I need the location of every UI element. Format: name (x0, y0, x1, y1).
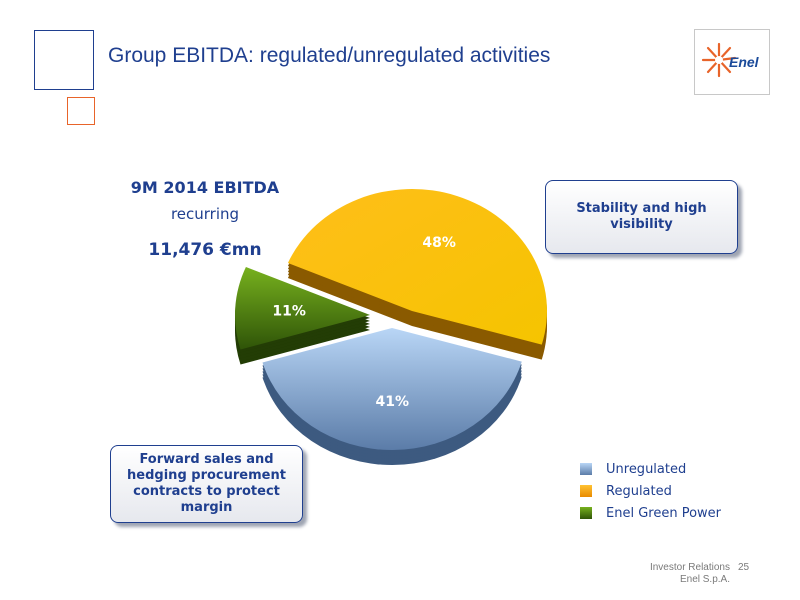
legend-item-unregulated: Unregulated (580, 458, 721, 480)
enel-logo: Enel (694, 29, 770, 95)
pie-slice-unregulated (262, 328, 522, 450)
decor-square-blue (34, 30, 94, 90)
enel-sun-icon (701, 42, 737, 78)
decor-square-orange (67, 97, 95, 125)
ebitda-heading: 9M 2014 EBITDA (130, 178, 280, 197)
legend-label-unregulated: Unregulated (606, 461, 687, 477)
ebitda-value: 11,476 €mn (148, 240, 262, 260)
footer-line-company: Enel S.p.A. (679, 574, 730, 585)
logo-wordmark: Enel (729, 54, 759, 70)
ebitda-subheading: recurring (170, 205, 240, 223)
callout-forward-sales: Forward sales and hedging procurement co… (110, 445, 303, 523)
legend-label-regulated: Regulated (606, 483, 672, 499)
callout-stability-text: Stability and high visibility (576, 201, 707, 232)
legend-label-enel-green-power: Enel Green Power (606, 505, 722, 521)
page-number: 25 (738, 562, 750, 573)
chart-legend: Unregulated Regulated Enel Green Power (580, 458, 721, 524)
pie-slice-regulated (287, 188, 547, 345)
pie-label-unregulated: 41% (376, 394, 410, 410)
callout-forward-sales-text: Forward sales and hedging procurement co… (127, 452, 286, 515)
pie-label-regulated: 48% (422, 235, 456, 251)
footer-line-investor-relations: Investor Relations (649, 562, 730, 573)
legend-swatch-regulated (580, 485, 592, 497)
callout-stability: Stability and high visibility (545, 180, 738, 254)
legend-item-regulated: Regulated (580, 480, 721, 502)
legend-swatch-unregulated (580, 463, 592, 475)
pie-label-enel-green-power: 11% (272, 304, 306, 320)
pie-slice-enel-green-power (235, 266, 370, 350)
legend-swatch-enel-green-power (580, 507, 592, 519)
slide-title: Group EBITDA: regulated/unregulated acti… (108, 44, 551, 67)
legend-item-enel-green-power: Enel Green Power (580, 502, 721, 524)
footer: Investor Relations Enel S.p.A. (600, 562, 730, 586)
